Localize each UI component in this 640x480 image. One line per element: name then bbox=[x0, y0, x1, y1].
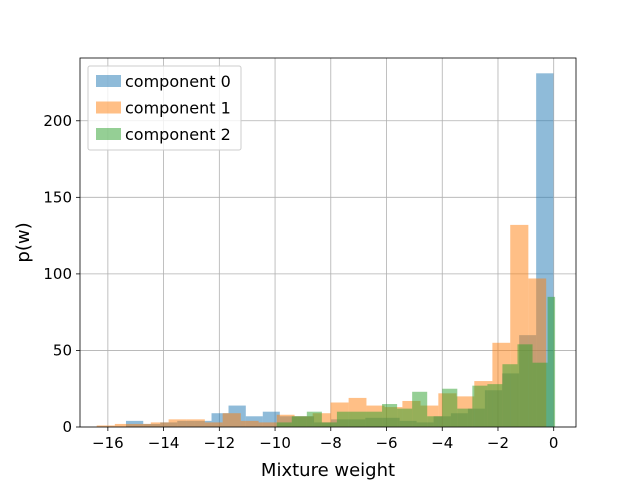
x-tick-label: 0 bbox=[549, 434, 559, 452]
histogram-bar bbox=[397, 408, 413, 427]
histogram-bar bbox=[412, 391, 428, 427]
histogram-bar bbox=[291, 416, 307, 427]
histogram-bar bbox=[276, 422, 292, 427]
histogram-bar bbox=[321, 422, 337, 427]
histogram-bar bbox=[336, 411, 352, 427]
legend-swatch bbox=[96, 128, 121, 140]
histogram-bar bbox=[168, 419, 187, 427]
x-tick-label: −8 bbox=[320, 434, 342, 452]
histogram-bars bbox=[96, 73, 556, 427]
histogram-bar bbox=[427, 416, 443, 427]
histogram-bar bbox=[502, 364, 518, 427]
y-axis-label: p(w) bbox=[13, 222, 34, 262]
histogram-bar bbox=[487, 384, 503, 427]
y-tick-label: 200 bbox=[43, 112, 72, 130]
x-tick-label: −14 bbox=[148, 434, 180, 452]
y-tick-label: 50 bbox=[53, 341, 72, 359]
histogram-bar bbox=[258, 422, 277, 427]
histogram-bar bbox=[547, 296, 556, 427]
histogram-bar bbox=[472, 385, 488, 427]
histogram-bar bbox=[382, 404, 398, 427]
x-tick-label: −6 bbox=[375, 434, 397, 452]
histogram-bar bbox=[96, 425, 115, 427]
histogram-bar bbox=[114, 423, 133, 427]
legend-swatch bbox=[96, 101, 121, 114]
histogram-bar bbox=[150, 422, 169, 427]
x-tick-label: −2 bbox=[487, 434, 509, 452]
histogram-bar bbox=[186, 419, 205, 427]
legend-label: component 1 bbox=[125, 99, 231, 118]
y-axis-ticks: 0 50 100 150 200 bbox=[43, 112, 80, 436]
x-tick-label: −12 bbox=[203, 434, 235, 452]
axes-frame bbox=[79, 57, 577, 428]
histogram-bar bbox=[517, 344, 533, 427]
legend-box bbox=[87, 65, 242, 151]
y-tick-label: 0 bbox=[62, 418, 72, 436]
series-2-bars bbox=[276, 296, 556, 427]
y-tick-label: 150 bbox=[43, 188, 72, 206]
x-tick-label: −10 bbox=[259, 434, 291, 452]
x-tick-label: −4 bbox=[431, 434, 453, 452]
histogram-bar bbox=[457, 408, 473, 427]
histogram-bar bbox=[222, 413, 241, 427]
histogram-bar bbox=[240, 420, 259, 427]
histogram-bar bbox=[204, 422, 223, 427]
x-axis-ticks: −16 −14 −12 −10 −8 −6 −4 −2 0 bbox=[92, 427, 558, 452]
histogram-bar bbox=[442, 388, 458, 427]
histogram-bar bbox=[306, 411, 322, 427]
histogram-bar bbox=[132, 423, 151, 427]
legend-swatch bbox=[96, 75, 121, 87]
legend-label: component 0 bbox=[125, 72, 231, 91]
legend: component 0 component 1 component 2 bbox=[87, 65, 242, 151]
histogram-bar bbox=[351, 411, 368, 427]
legend-label: component 2 bbox=[125, 125, 231, 144]
histogram-bar bbox=[367, 411, 383, 427]
x-axis-label: Mixture weight bbox=[261, 460, 395, 480]
x-tick-label: −16 bbox=[92, 434, 124, 452]
histogram-bar bbox=[532, 362, 548, 427]
y-tick-label: 100 bbox=[43, 265, 72, 283]
